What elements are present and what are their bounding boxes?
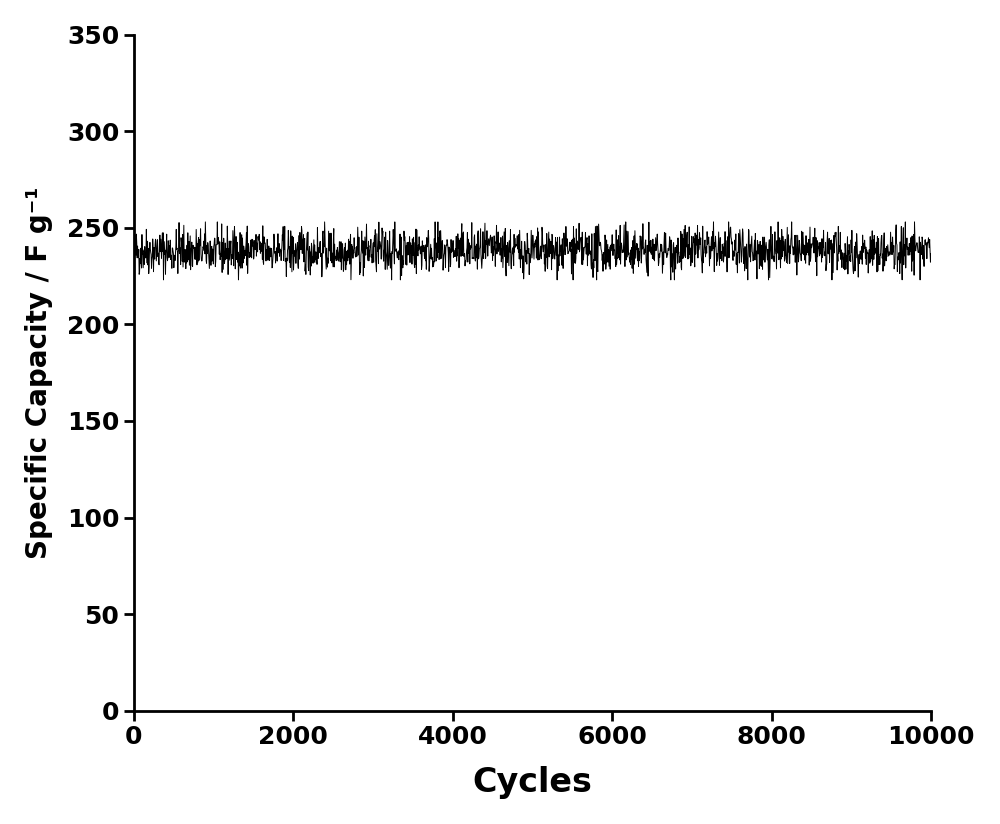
X-axis label: Cycles: Cycles [473, 766, 593, 799]
Y-axis label: Specific Capacity / F g⁻¹: Specific Capacity / F g⁻¹ [25, 186, 53, 559]
